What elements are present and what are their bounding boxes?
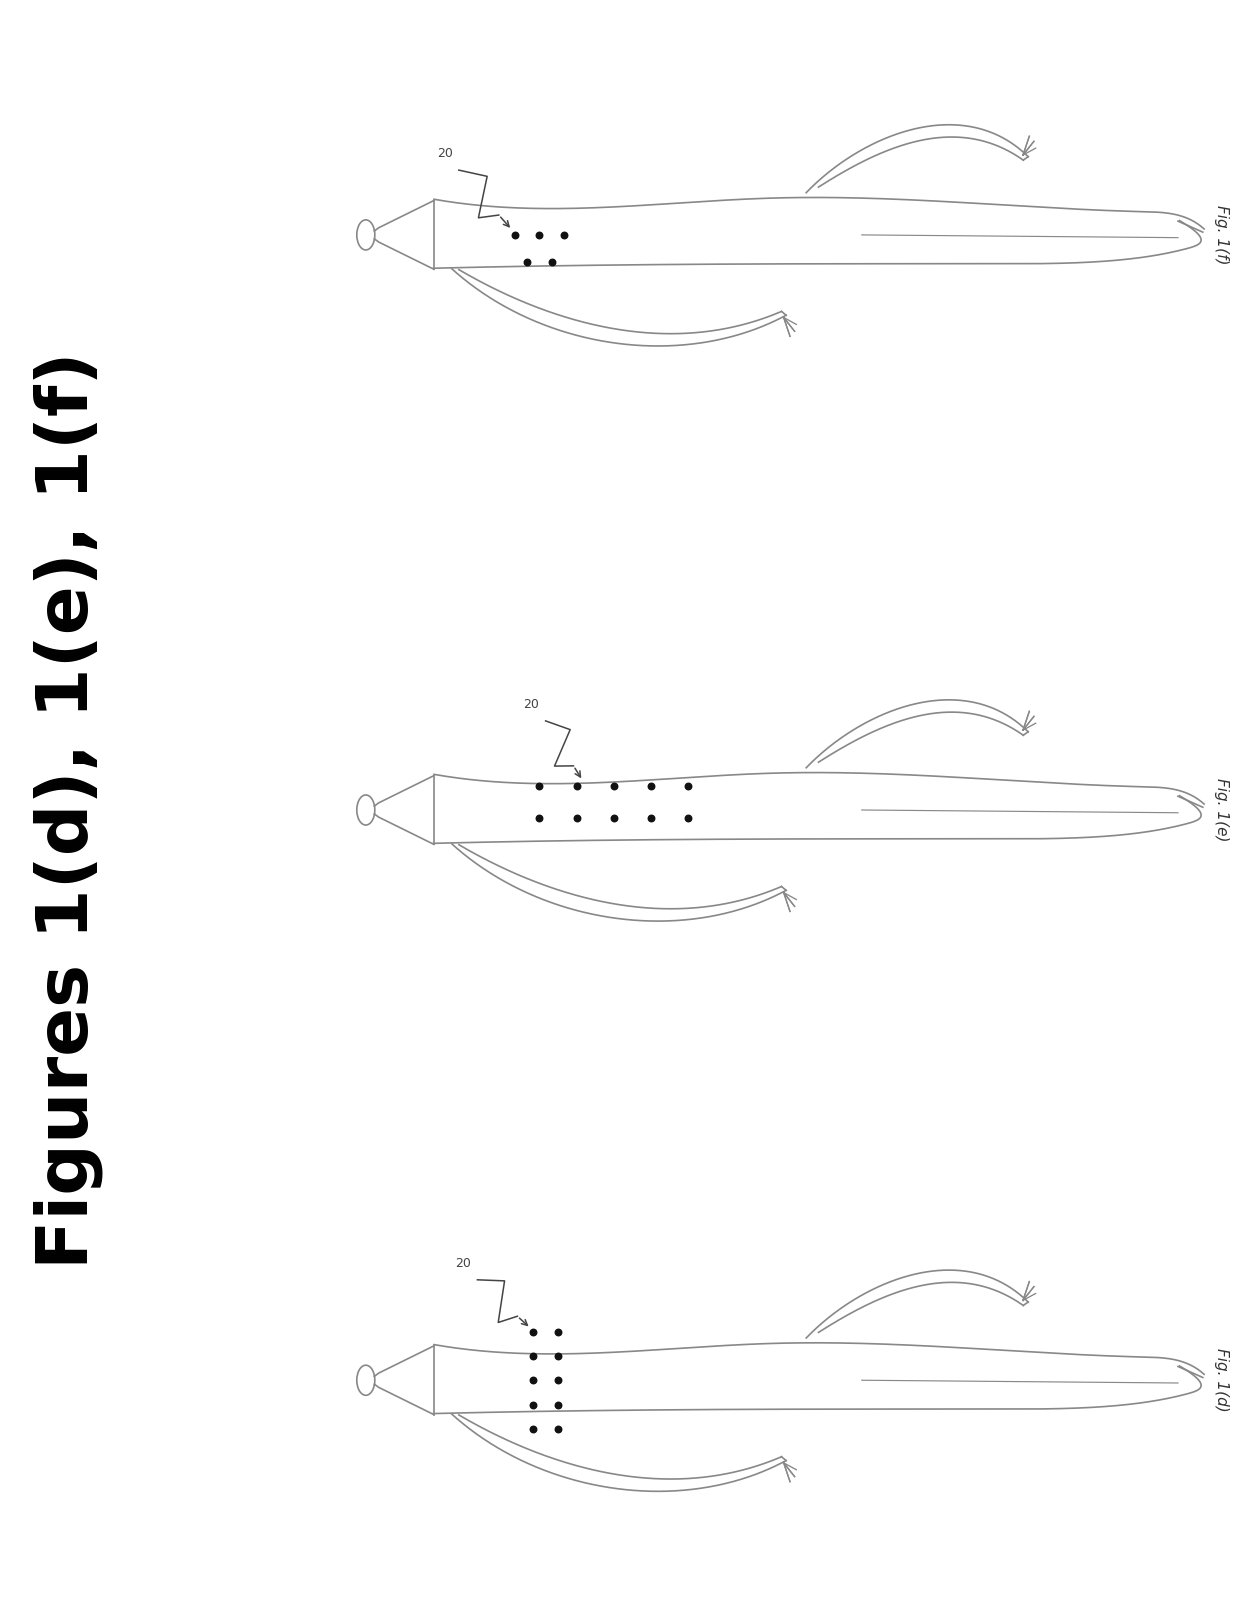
Point [523, 1319, 543, 1345]
Point [517, 249, 537, 275]
Point [548, 1367, 568, 1393]
Point [523, 1416, 543, 1442]
Point [523, 1367, 543, 1393]
Text: Fig. 1(e): Fig. 1(e) [1214, 778, 1229, 842]
Point [505, 222, 525, 248]
Text: Fig. 1(d): Fig. 1(d) [1214, 1348, 1229, 1413]
Point [567, 805, 587, 831]
Point [678, 805, 698, 831]
Text: Fig. 1(f): Fig. 1(f) [1214, 206, 1229, 264]
Point [678, 773, 698, 799]
Point [641, 773, 661, 799]
Point [604, 805, 624, 831]
Point [548, 1416, 568, 1442]
Point [548, 1343, 568, 1369]
Point [641, 805, 661, 831]
Point [529, 805, 549, 831]
Point [554, 222, 574, 248]
Point [604, 773, 624, 799]
Point [529, 773, 549, 799]
Text: 20: 20 [523, 698, 539, 711]
Point [542, 249, 562, 275]
Point [529, 222, 549, 248]
Point [523, 1343, 543, 1369]
Point [548, 1319, 568, 1345]
Point [523, 1392, 543, 1418]
Text: 20: 20 [436, 147, 453, 160]
Text: 20: 20 [455, 1257, 471, 1270]
Point [567, 773, 587, 799]
Text: Figures 1(d), 1(e), 1(f): Figures 1(d), 1(e), 1(f) [33, 352, 103, 1268]
Point [548, 1392, 568, 1418]
